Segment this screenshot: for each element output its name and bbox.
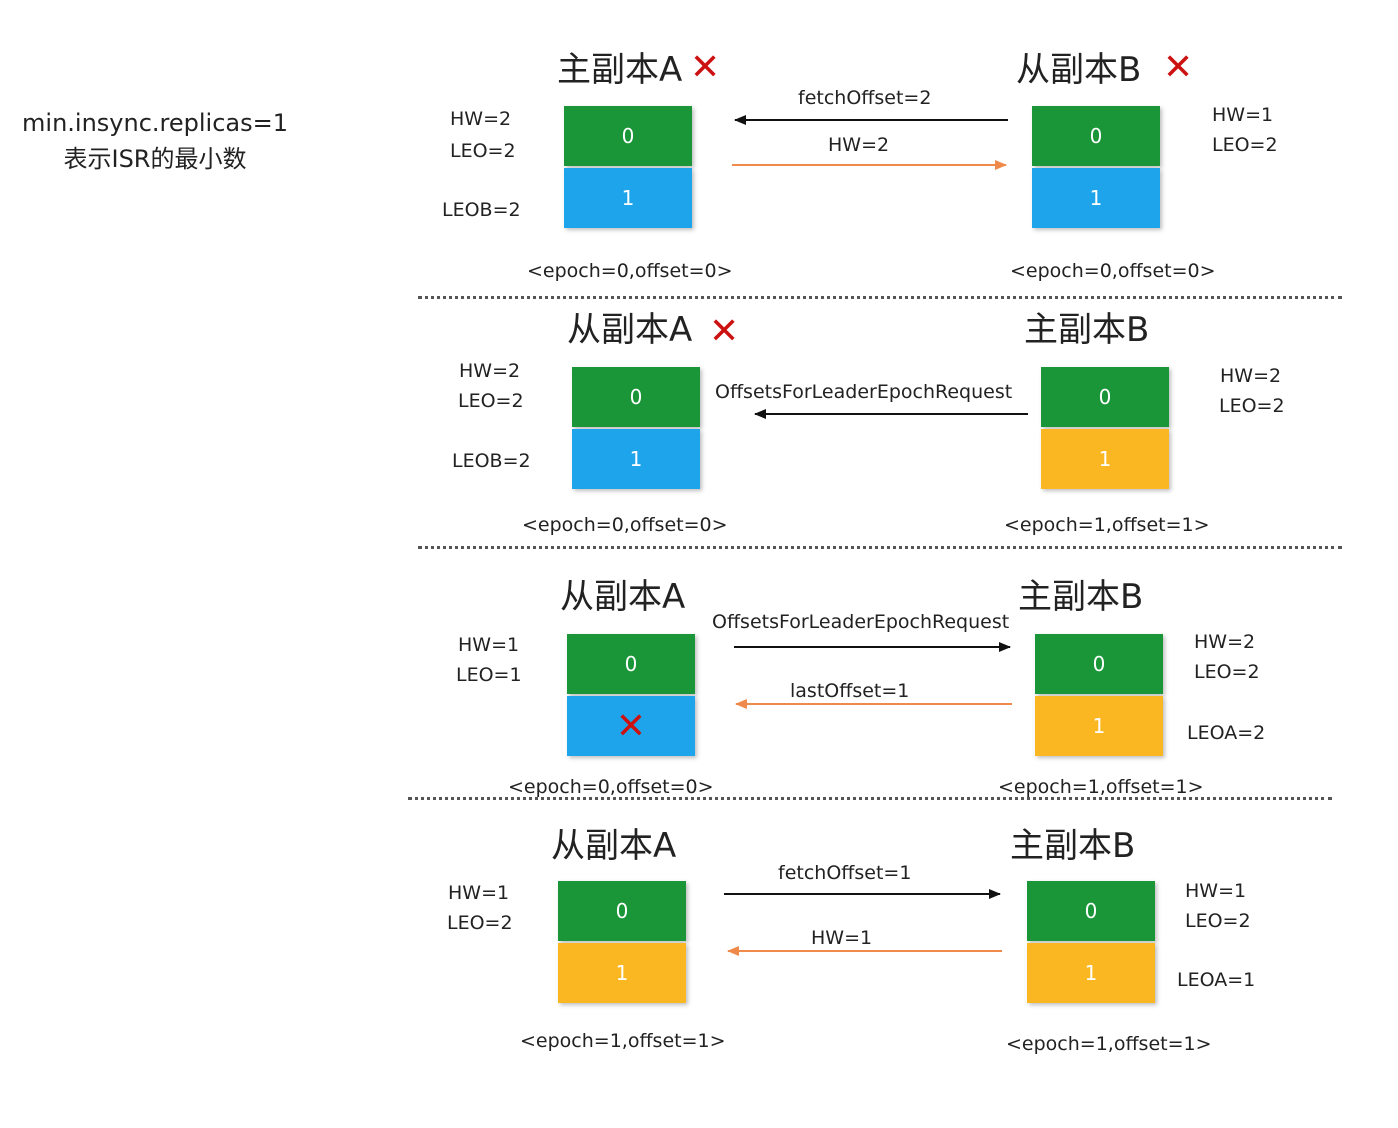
p1-right-cell-1: 1 [1041, 429, 1169, 489]
p2-right-cell-0: 0 [1035, 634, 1163, 694]
divider-2 [418, 546, 1342, 549]
p1-left-hw: HW=2 [459, 360, 521, 382]
p2-right-epoch: <epoch=1,offset=1> [998, 776, 1204, 798]
p2-right-title: 主副本B [1018, 577, 1144, 617]
p3-right-extra: LEOA=1 [1177, 969, 1256, 991]
p0-left-cross-icon: ✕ [690, 47, 721, 88]
divider-1 [418, 296, 1342, 299]
p3-right-hw: HW=1 [1185, 880, 1247, 902]
p3-right-leo: LEO=2 [1185, 910, 1251, 932]
p0-arrow-label-fetch: fetchOffset=2 [798, 87, 932, 109]
p2-right-extra: LEOA=2 [1187, 722, 1266, 744]
p3-right-title: 主副本B [1010, 826, 1136, 866]
p3-left-leo: LEO=2 [447, 912, 513, 934]
p1-arrow-label-epochreq: OffsetsForLeaderEpochRequest [715, 381, 1013, 403]
p0-right-hw: HW=1 [1212, 104, 1274, 126]
isr-note-line2: 表示ISR的最小数 [63, 145, 247, 173]
p0-right-leo: LEO=2 [1212, 134, 1278, 156]
p2-left-cell-1-cross-icon: ✕ [615, 705, 647, 747]
p0-left-leo: LEO=2 [450, 140, 516, 162]
p2-left-title: 从副本A [560, 577, 686, 617]
p3-left-title: 从副本A [551, 826, 677, 866]
p2-right-cell-1: 1 [1035, 696, 1163, 756]
p3-arrow-label-hw: HW=1 [811, 927, 873, 949]
p2-left-hw: HW=1 [458, 634, 520, 656]
p1-right-epoch: <epoch=1,offset=1> [1004, 514, 1210, 536]
p1-right-cell-0: 0 [1041, 367, 1169, 427]
isr-note: min.insync.replicas=1 表示ISR的最小数 [5, 105, 305, 177]
p2-arrow-label-epochreq: OffsetsForLeaderEpochRequest [712, 611, 1010, 633]
p0-right-cell-1: 1 [1032, 168, 1160, 228]
p2-arrow-label-lastoffset: lastOffset=1 [790, 680, 910, 702]
p1-right-title: 主副本B [1024, 310, 1150, 350]
p3-left-hw: HW=1 [448, 882, 510, 904]
p0-right-title: 从副本B [1016, 50, 1142, 90]
p3-left-epoch: <epoch=1,offset=1> [520, 1030, 726, 1052]
p3-left-cell-1: 1 [558, 943, 686, 1003]
p2-left-leo: LEO=1 [456, 664, 522, 686]
divider-3 [408, 797, 1332, 800]
p1-right-leo: LEO=2 [1219, 395, 1285, 417]
p2-right-leo: LEO=2 [1194, 661, 1260, 683]
p2-left-cell-1: ✕ [567, 696, 695, 756]
p0-left-title: 主副本A [557, 50, 683, 90]
p3-right-cell-1: 1 [1027, 943, 1155, 1003]
p1-left-extra: LEOB=2 [452, 450, 531, 472]
p1-left-title: 从副本A [567, 310, 693, 350]
p1-right-hw: HW=2 [1220, 365, 1282, 387]
p0-left-hw: HW=2 [450, 108, 512, 130]
p0-right-epoch: <epoch=0,offset=0> [1010, 260, 1216, 282]
p0-right-cross-icon: ✕ [1163, 47, 1194, 88]
p3-arrow-label-fetch: fetchOffset=1 [778, 862, 912, 884]
p0-left-extra: LEOB=2 [442, 199, 521, 221]
p2-left-epoch: <epoch=0,offset=0> [508, 776, 714, 798]
p0-arrow-label-hw: HW=2 [828, 134, 890, 156]
isr-note-line1: min.insync.replicas=1 [22, 109, 288, 137]
p2-right-hw: HW=2 [1194, 631, 1256, 653]
p1-left-cell-0: 0 [572, 367, 700, 427]
p3-left-cell-0: 0 [558, 881, 686, 941]
p3-right-epoch: <epoch=1,offset=1> [1006, 1033, 1212, 1055]
p1-left-cell-1: 1 [572, 429, 700, 489]
p2-left-cell-0: 0 [567, 634, 695, 694]
p1-left-cross-icon: ✕ [709, 311, 740, 352]
p3-right-cell-0: 0 [1027, 881, 1155, 941]
p0-left-epoch: <epoch=0,offset=0> [527, 260, 733, 282]
p0-right-cell-0: 0 [1032, 106, 1160, 166]
p0-left-cell-0: 0 [564, 106, 692, 166]
p0-left-cell-1: 1 [564, 168, 692, 228]
p1-left-epoch: <epoch=0,offset=0> [522, 514, 728, 536]
p1-left-leo: LEO=2 [458, 390, 524, 412]
